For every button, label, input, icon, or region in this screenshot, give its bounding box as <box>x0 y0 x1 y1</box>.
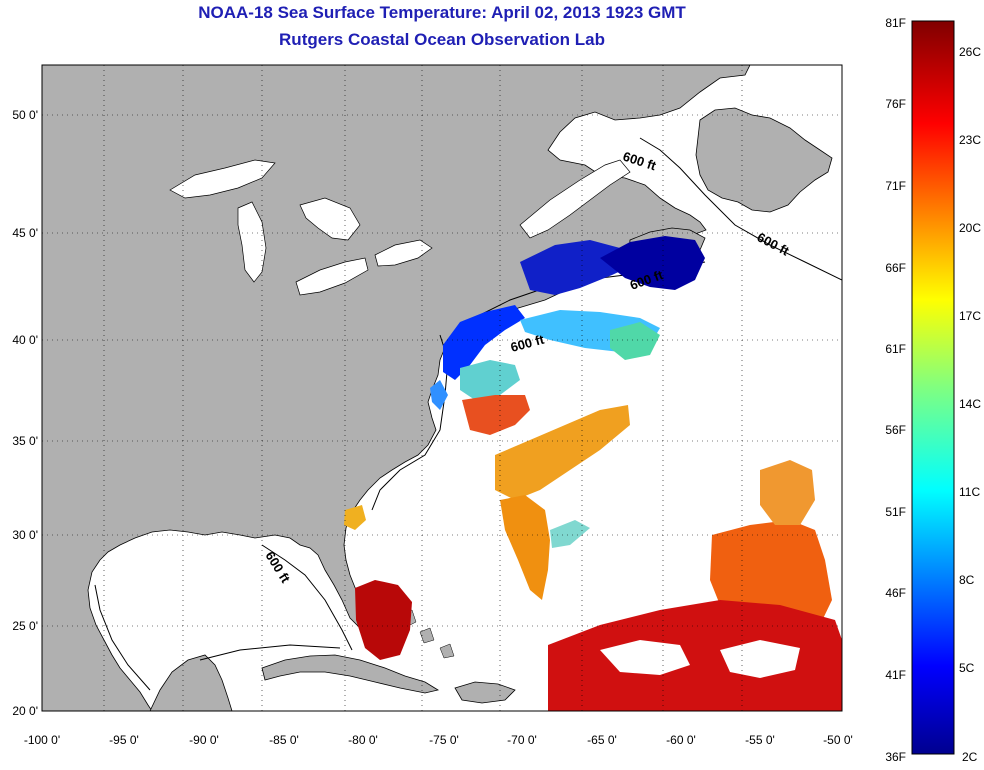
colorbar <box>911 20 955 755</box>
yucatan-land <box>149 654 233 711</box>
colorbar-c-label: 2C <box>962 750 978 764</box>
colorbar-c-label: 23C <box>959 133 981 147</box>
map-frame <box>41 64 843 712</box>
colorbar-f-label: 76F <box>885 97 906 111</box>
lon-label: -100 0' <box>24 733 60 747</box>
colorbar-c-label: 20C <box>959 221 981 235</box>
colorbar-f-label: 66F <box>885 261 906 275</box>
colorbar-f-label: 71F <box>885 179 906 193</box>
hispaniola-land <box>454 681 516 704</box>
lat-label: 35 0' <box>12 434 38 448</box>
colorbar-fahrenheit-labels: 81F 76F 71F 66F 61F 56F 51F 46F 41F 36F <box>885 16 906 764</box>
lon-label: -65 0' <box>587 733 617 747</box>
colorbar-f-label: 41F <box>885 668 906 682</box>
colorbar-c-label: 11C <box>959 485 980 499</box>
cuba-land <box>261 654 440 694</box>
lon-label: -50 0' <box>823 733 853 747</box>
colorbar-c-label: 5C <box>959 661 975 675</box>
map-subtitle: Rutgers Coastal Ocean Observation Lab <box>279 30 605 49</box>
colorbar-c-label: 17C <box>959 309 981 323</box>
colorbar-c-label: 26C <box>959 45 981 59</box>
lat-label: 30 0' <box>12 528 38 542</box>
colorbar-f-label: 51F <box>885 505 906 519</box>
lon-label: -90 0' <box>189 733 219 747</box>
lat-label: 25 0' <box>12 619 38 633</box>
colorbar-c-label: 14C <box>959 397 981 411</box>
lat-label: 20 0' <box>12 704 38 718</box>
grid-lines <box>42 65 842 711</box>
colorbar-f-label: 56F <box>885 423 906 437</box>
lat-label: 45 0' <box>12 226 38 240</box>
colorbar-celsius-labels: 26C 23C 20C 17C 14C 11C 8C 5C 2C <box>959 45 981 764</box>
lat-label: 40 0' <box>12 333 38 347</box>
lon-label: -70 0' <box>507 733 537 747</box>
lat-label: 50 0' <box>12 108 38 122</box>
colorbar-f-label: 46F <box>885 586 906 600</box>
newfoundland-land <box>695 107 833 213</box>
colorbar-f-label: 36F <box>885 750 906 764</box>
colorbar-c-label: 8C <box>959 573 975 587</box>
latitude-labels: 50 0' 45 0' 40 0' 35 0' 30 0' 25 0' 20 0… <box>12 108 38 718</box>
lon-label: -55 0' <box>745 733 775 747</box>
lon-label: -60 0' <box>666 733 696 747</box>
great-lakes <box>169 159 433 296</box>
colorbar-f-label: 81F <box>885 16 906 30</box>
lon-label: -80 0' <box>348 733 378 747</box>
map-title: NOAA-18 Sea Surface Temperature: April 0… <box>198 3 686 22</box>
lon-label: -85 0' <box>269 733 299 747</box>
st-lawrence-estuary <box>519 159 631 239</box>
lon-label: -95 0' <box>109 733 139 747</box>
sst-data-layer <box>344 236 842 711</box>
lon-label: -75 0' <box>429 733 459 747</box>
longitude-labels: -100 0' -95 0' -90 0' -85 0' -80 0' -75 … <box>24 733 853 747</box>
colorbar-f-label: 61F <box>885 342 906 356</box>
